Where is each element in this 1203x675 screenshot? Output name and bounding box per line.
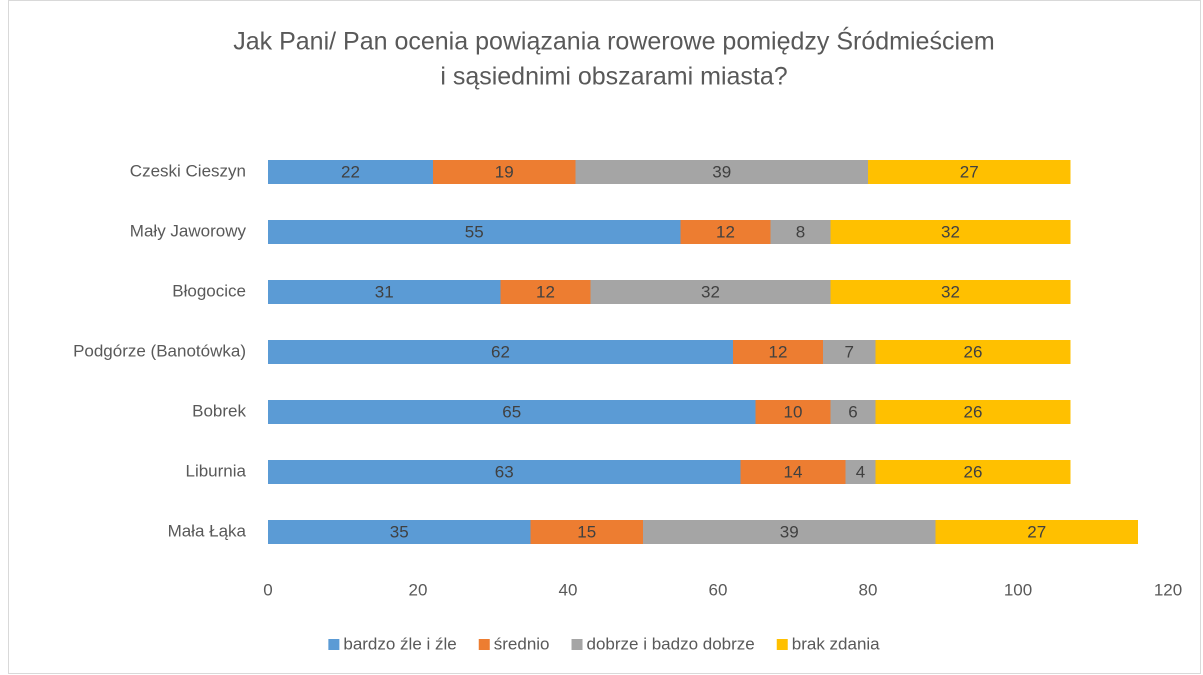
bar-segment [755, 400, 831, 424]
data-label: 32 [701, 282, 720, 301]
data-label: 39 [712, 162, 731, 181]
legend-label: dobrze i badzo dobrze [587, 634, 755, 653]
bar-segment [740, 460, 846, 484]
data-label: 63 [495, 462, 514, 481]
bar-segment [268, 220, 681, 244]
bar-segment [268, 340, 733, 364]
x-tick-label: 60 [709, 580, 728, 599]
data-label: 26 [964, 462, 983, 481]
legend-label: brak zdania [792, 634, 880, 653]
bar-segment [875, 460, 1071, 484]
data-label: 10 [784, 402, 803, 421]
legend-label: średnio [494, 634, 550, 653]
bar-segment [643, 520, 936, 544]
bar-segment [770, 220, 831, 244]
data-label: 55 [465, 222, 484, 241]
y-tick-label: Podgórze (Banotówka) [73, 341, 246, 360]
data-label: 6 [848, 402, 857, 421]
bar-segment [433, 160, 576, 184]
y-tick-label: Mała Łąka [168, 521, 247, 540]
x-tick-label: 100 [1004, 580, 1032, 599]
legend-swatch [571, 639, 583, 650]
data-label: 8 [796, 222, 805, 241]
bar-segment [530, 520, 643, 544]
y-tick-label: Czeski Cieszyn [130, 161, 246, 180]
data-label: 39 [780, 522, 799, 541]
data-label: 32 [941, 282, 960, 301]
bar-segment [680, 220, 771, 244]
bar-segment [575, 160, 868, 184]
bar-segment [845, 460, 876, 484]
data-label: 22 [341, 162, 360, 181]
data-label: 35 [390, 522, 409, 541]
data-label: 7 [845, 342, 854, 361]
x-tick-label: 0 [263, 580, 272, 599]
data-label: 12 [769, 342, 788, 361]
x-tick-label: 20 [409, 580, 428, 599]
data-label: 31 [375, 282, 394, 301]
chart-title: i sąsiednimi obszarami miasta? [440, 63, 787, 91]
chart-border [8, 0, 1201, 674]
bar-segment [268, 280, 501, 304]
data-label: 32 [941, 222, 960, 241]
legend-label: bardzo źle i źle [343, 634, 456, 653]
bar-segment [268, 520, 531, 544]
data-label: 62 [491, 342, 510, 361]
data-label: 12 [536, 282, 555, 301]
data-label: 14 [784, 462, 803, 481]
bar-segment [268, 460, 741, 484]
chart-title: Jak Pani/ Pan ocenia powiązania rowerowe… [233, 26, 995, 56]
data-label: 26 [964, 402, 983, 421]
data-label: 15 [577, 522, 596, 541]
y-tick-label: Bobrek [192, 401, 246, 420]
bar-segment [875, 400, 1071, 424]
y-tick-label: Liburnia [186, 461, 247, 480]
data-label: 27 [1027, 522, 1046, 541]
bar-segment [875, 340, 1071, 364]
y-tick-label: Mały Jaworowy [130, 221, 247, 240]
data-label: 4 [856, 462, 865, 481]
data-label: 12 [716, 222, 735, 241]
legend-swatch [478, 639, 490, 650]
legend-swatch [776, 639, 788, 650]
x-tick-label: 40 [559, 580, 578, 599]
data-label: 19 [495, 162, 514, 181]
bar-segment [823, 340, 876, 364]
data-label: 27 [960, 162, 979, 181]
data-label: 26 [964, 342, 983, 361]
bar-segment [868, 160, 1071, 184]
data-label: 65 [502, 402, 521, 421]
bar-segment [830, 280, 1071, 304]
legend-swatch [328, 639, 340, 650]
bar-segment [830, 400, 876, 424]
bar-segment [733, 340, 823, 364]
x-tick-label: 120 [1154, 580, 1182, 599]
bar-segment [268, 160, 433, 184]
bar-segment [830, 220, 1071, 244]
bar-segment [935, 520, 1138, 544]
bar-segment [590, 280, 831, 304]
bar-segment [268, 400, 756, 424]
y-tick-label: Błogocice [172, 281, 246, 300]
x-tick-label: 80 [859, 580, 878, 599]
bar-segment [500, 280, 591, 304]
